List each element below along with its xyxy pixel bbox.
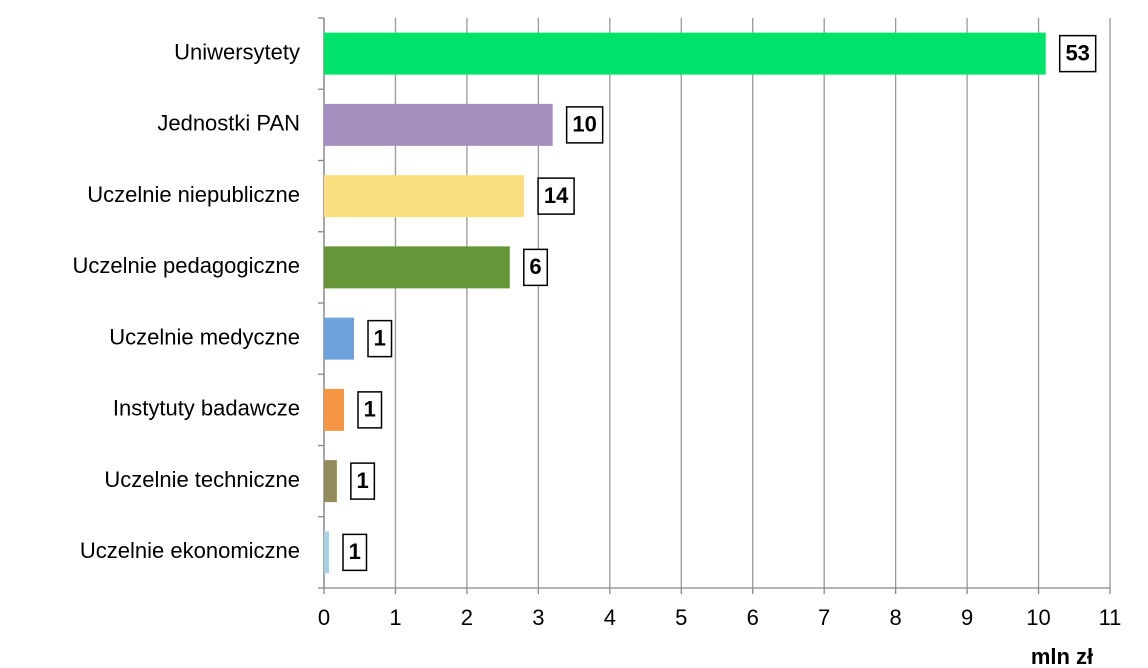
x-tick-label: 0 [318,605,330,630]
data-label-box [523,248,549,287]
data-label: 1 [356,468,368,493]
y-tick-label: Uczelnie techniczne [104,467,300,492]
y-tick-label: Uczelnie pedagogiczne [73,253,301,278]
y-tick-label: Uczelnie ekonomiczne [80,538,300,563]
data-label-box [350,462,376,500]
data-label-box [537,177,575,215]
bar [324,246,510,289]
data-label-box [367,319,393,358]
x-tick-label: 2 [461,605,473,630]
bar [324,317,355,360]
bar [324,32,1046,75]
bar [324,460,337,503]
x-tick-label: 5 [675,605,687,630]
data-label: 6 [529,254,541,279]
bar [324,388,345,431]
x-tick-label: 8 [890,605,902,630]
x-tick-label: 11 [1099,605,1122,630]
x-tick-label: 6 [747,605,759,630]
x-tick-label: 3 [532,605,544,630]
data-label-box [565,106,604,144]
y-tick-label: Uczelnie medyczne [109,324,300,349]
data-label: 1 [349,539,361,564]
x-tick-label: 7 [818,605,830,630]
y-tick-label: Instytuty badawcze [113,396,300,421]
x-tick-label: 1 [389,605,401,630]
y-tick-label: Jednostki PAN [157,111,300,136]
data-label: 14 [544,183,569,208]
x-tick-label: 10 [1026,605,1050,630]
data-label-box [1058,34,1097,73]
data-label: 10 [572,112,596,137]
data-label: 1 [374,325,386,350]
data-label: 53 [1065,40,1089,65]
x-axis-label: mln zł [1031,644,1093,668]
data-label: 1 [364,397,376,422]
x-tick-label: 9 [961,605,973,630]
data-label-box [342,533,368,572]
bar [324,103,553,146]
data-label-box [357,391,383,429]
bar [324,531,330,574]
x-tick-label: 4 [604,605,616,630]
y-tick-label: Uniwersytety [174,39,300,64]
y-tick-label: Uczelnie niepubliczne [87,182,300,207]
bar [324,175,525,218]
